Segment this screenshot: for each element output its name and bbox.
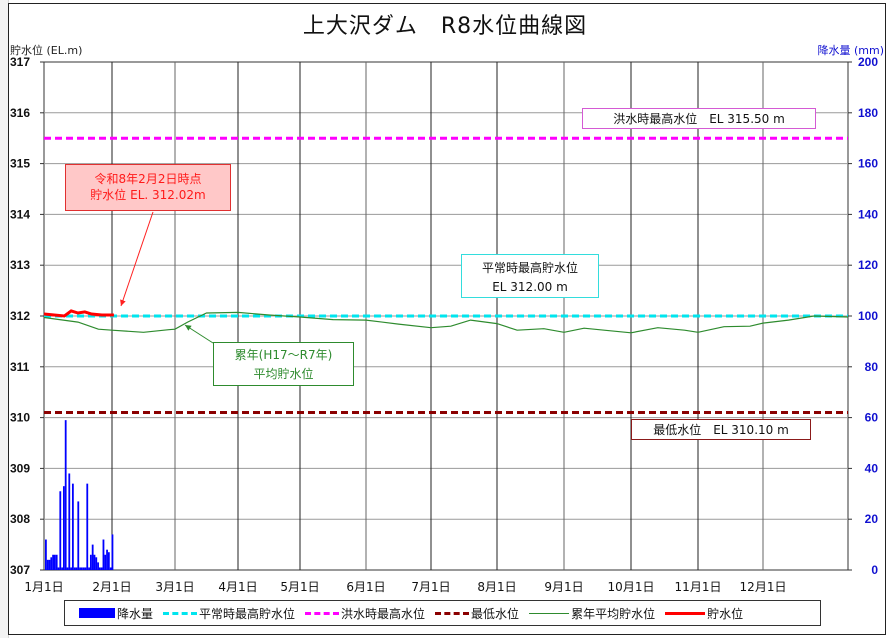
svg-text:7月1日: 7月1日: [411, 580, 450, 594]
min-level-callout: 最低水位 EL 310.10 m: [631, 419, 811, 440]
y-axis-left-label: 貯水位 (EL.m): [10, 44, 83, 57]
svg-text:5月1日: 5月1日: [280, 580, 319, 594]
svg-text:80: 80: [865, 360, 879, 374]
svg-text:317: 317: [10, 55, 30, 69]
svg-text:6月1日: 6月1日: [346, 580, 385, 594]
rainfall-bars: [45, 420, 114, 570]
legend-label: 貯水位: [707, 606, 744, 621]
legend-item-rainfall[interactable]: 降水量: [79, 605, 153, 622]
annotation-arrows: [120, 211, 214, 344]
svg-text:200: 200: [858, 55, 878, 69]
water-level-lines: [43, 309, 849, 334]
svg-text:11月1日: 11月1日: [675, 580, 722, 594]
svg-text:4月1日: 4月1日: [218, 580, 257, 594]
legend-label: 洪水時最高水位: [341, 606, 426, 621]
svg-text:314: 314: [10, 207, 30, 221]
average-level-title: 累年(H17～R7年): [234, 348, 333, 362]
svg-text:60: 60: [865, 411, 879, 425]
flood-level-callout: 洪水時最高水位 EL 315.50 m: [582, 108, 816, 129]
y-axis-right-label: 降水量 (mm): [817, 44, 884, 57]
chart-title: 上大沢ダム R8水位曲線図: [302, 14, 588, 39]
svg-text:2月1日: 2月1日: [92, 580, 131, 594]
current-level-date: 令和8年2月2日時点: [94, 172, 202, 186]
svg-text:316: 316: [10, 106, 30, 120]
svg-text:12月1日: 12月1日: [740, 580, 787, 594]
svg-text:313: 313: [10, 258, 30, 272]
legend-item-water-level[interactable]: 貯水位: [665, 605, 743, 622]
legend-item-flood-max[interactable]: 洪水時最高水位: [305, 605, 425, 622]
legend-label: 降水量: [117, 606, 154, 621]
legend-swatch-average-level: [529, 612, 570, 614]
chart-legend: 降水量 平常時最高貯水位 洪水時最高水位 最低水位 累年平均貯水位 貯水位: [64, 600, 821, 626]
legend-item-average-level[interactable]: 累年平均貯水位: [529, 605, 655, 622]
normal-level-value: EL 312.00 m: [492, 280, 568, 294]
average-level-subtitle: 平均貯水位: [253, 367, 314, 381]
svg-text:1月1日: 1月1日: [24, 580, 63, 594]
min-level-text: 最低水位 EL 310.10 m: [653, 423, 789, 437]
normal-level-title: 平常時最高貯水位: [481, 261, 578, 275]
legend-swatch-water-level: [665, 611, 706, 615]
svg-text:10月1日: 10月1日: [608, 580, 655, 594]
svg-text:0: 0: [871, 563, 878, 577]
axis-ticks: 3173163153143133123113103093083072001801…: [10, 55, 878, 594]
average-level-callout: 累年(H17～R7年) 平均貯水位: [213, 342, 354, 386]
legend-swatch-normal-max: [163, 611, 198, 615]
svg-text:307: 307: [10, 563, 30, 577]
legend-label: 最低水位: [471, 606, 520, 621]
legend-item-min-level[interactable]: 最低水位: [435, 605, 519, 622]
svg-text:8月1日: 8月1日: [477, 580, 516, 594]
svg-text:9月1日: 9月1日: [544, 580, 583, 594]
normal-level-callout: 平常時最高貯水位 EL 312.00 m: [461, 254, 599, 298]
flood-level-text: 洪水時最高水位 EL 315.50 m: [613, 112, 785, 126]
legend-swatch-rainfall: [79, 608, 115, 618]
legend-item-normal-max[interactable]: 平常時最高貯水位: [163, 605, 295, 622]
svg-text:140: 140: [858, 207, 878, 221]
legend-swatch-flood-max: [305, 611, 340, 615]
legend-label: 累年平均貯水位: [571, 606, 656, 621]
svg-text:311: 311: [10, 360, 30, 374]
svg-text:315: 315: [10, 157, 30, 171]
current-level-value: 貯水位 EL. 312.02m: [90, 188, 206, 202]
svg-text:310: 310: [10, 411, 30, 425]
svg-text:312: 312: [10, 309, 30, 323]
svg-text:40: 40: [865, 461, 879, 475]
legend-swatch-min-level: [435, 611, 470, 615]
svg-text:180: 180: [858, 106, 878, 120]
svg-text:160: 160: [858, 157, 878, 171]
svg-text:100: 100: [858, 309, 878, 323]
reference-lines: [44, 136, 848, 415]
legend-label: 平常時最高貯水位: [199, 606, 296, 621]
svg-text:20: 20: [865, 512, 879, 526]
svg-text:3月1日: 3月1日: [155, 580, 194, 594]
svg-text:308: 308: [10, 512, 30, 526]
svg-text:309: 309: [10, 461, 30, 475]
svg-text:120: 120: [858, 258, 878, 272]
current-level-callout: 令和8年2月2日時点 貯水位 EL. 312.02m: [65, 164, 231, 211]
